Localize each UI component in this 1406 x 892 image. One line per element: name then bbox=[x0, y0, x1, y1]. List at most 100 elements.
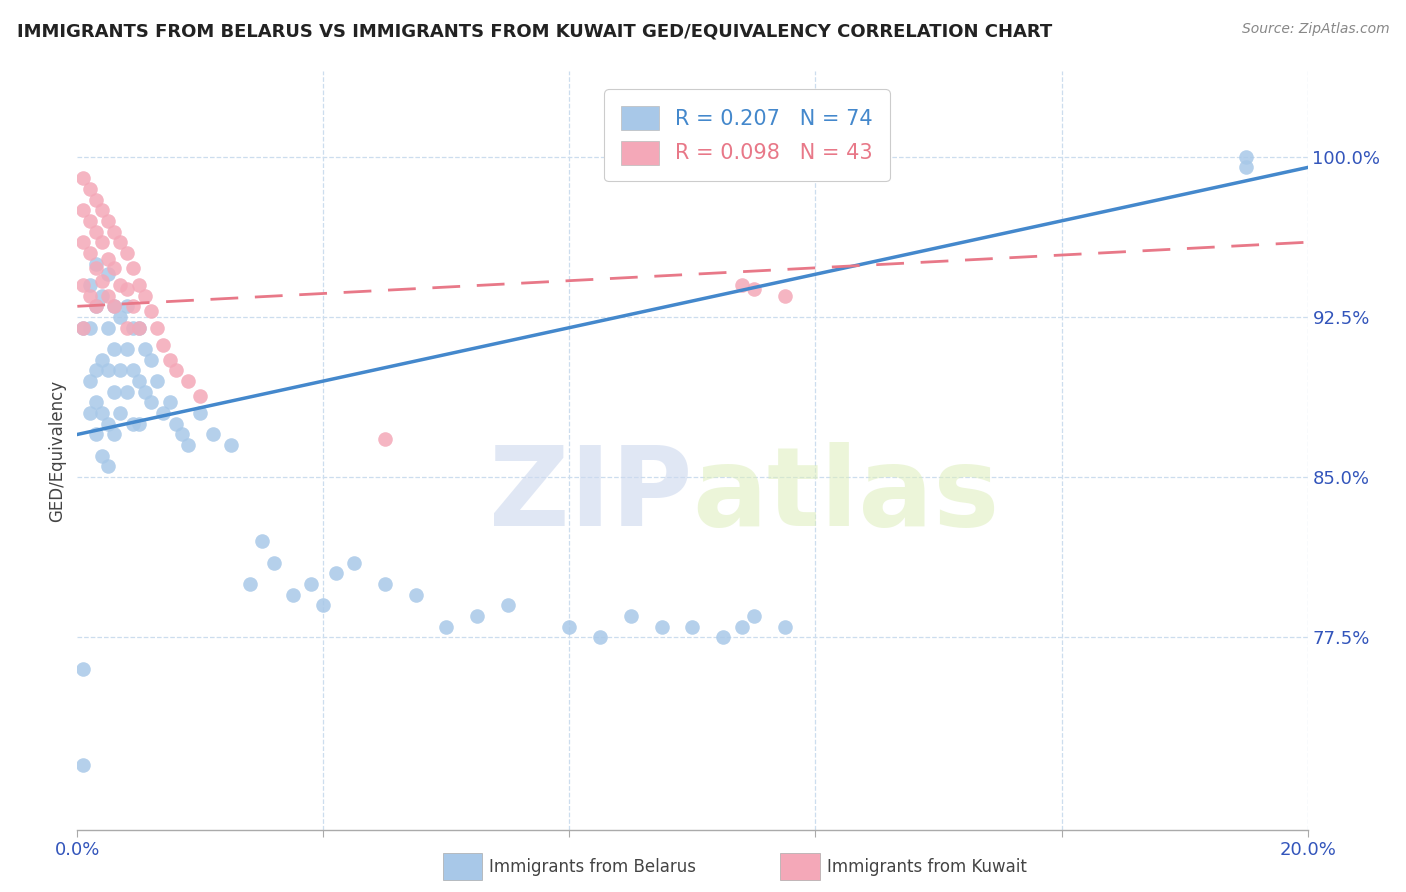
Point bbox=[103, 260, 125, 275]
Point bbox=[90, 288, 114, 302]
Point bbox=[72, 277, 94, 292]
Point bbox=[465, 609, 488, 624]
Point bbox=[558, 620, 581, 634]
Point bbox=[134, 288, 156, 302]
Point bbox=[1234, 150, 1257, 164]
Y-axis label: GED/Equivalency: GED/Equivalency bbox=[48, 379, 66, 522]
Point bbox=[90, 449, 114, 463]
Point bbox=[115, 282, 138, 296]
Point bbox=[165, 363, 187, 377]
Point bbox=[72, 320, 94, 334]
Point bbox=[97, 252, 120, 267]
Point bbox=[115, 246, 138, 260]
Point bbox=[250, 534, 273, 549]
Point bbox=[239, 577, 262, 591]
Point bbox=[97, 267, 120, 281]
Point bbox=[219, 438, 242, 452]
Point bbox=[742, 609, 765, 624]
Point bbox=[152, 406, 174, 420]
Point bbox=[79, 182, 101, 196]
Text: Source: ZipAtlas.com: Source: ZipAtlas.com bbox=[1241, 22, 1389, 37]
Point bbox=[79, 288, 101, 302]
Point bbox=[79, 214, 101, 228]
Point bbox=[90, 406, 114, 420]
Point bbox=[103, 342, 125, 356]
Point bbox=[110, 406, 132, 420]
Point bbox=[121, 260, 143, 275]
Point bbox=[115, 384, 138, 399]
Point bbox=[84, 299, 107, 313]
Point bbox=[84, 193, 107, 207]
Point bbox=[79, 406, 101, 420]
Point bbox=[72, 171, 94, 186]
Point bbox=[79, 374, 101, 388]
Point bbox=[103, 427, 125, 442]
Point bbox=[103, 225, 125, 239]
Point bbox=[405, 588, 427, 602]
Point bbox=[84, 225, 107, 239]
Point bbox=[121, 417, 143, 431]
Point bbox=[72, 662, 94, 676]
Point bbox=[72, 203, 94, 218]
Point bbox=[773, 620, 796, 634]
Point bbox=[263, 556, 285, 570]
Text: Immigrants from Belarus: Immigrants from Belarus bbox=[489, 858, 696, 876]
Point bbox=[110, 235, 132, 250]
Point bbox=[141, 395, 163, 409]
Point bbox=[651, 620, 673, 634]
Point bbox=[146, 374, 169, 388]
Point bbox=[742, 282, 765, 296]
Point bbox=[79, 277, 101, 292]
Point bbox=[134, 342, 156, 356]
Point bbox=[84, 256, 107, 270]
Point bbox=[84, 260, 107, 275]
Point bbox=[84, 427, 107, 442]
Point bbox=[682, 620, 704, 634]
Point bbox=[128, 417, 150, 431]
Point bbox=[90, 235, 114, 250]
Point bbox=[121, 320, 143, 334]
Point bbox=[128, 320, 150, 334]
Text: ZIP: ZIP bbox=[489, 442, 693, 549]
Point bbox=[103, 384, 125, 399]
Point bbox=[299, 577, 322, 591]
Point bbox=[496, 599, 519, 613]
Point bbox=[110, 310, 132, 324]
Point bbox=[121, 363, 143, 377]
Point bbox=[312, 599, 335, 613]
Point bbox=[141, 303, 163, 318]
Point bbox=[1234, 161, 1257, 175]
Point bbox=[79, 246, 101, 260]
Point bbox=[177, 374, 200, 388]
Point bbox=[103, 299, 125, 313]
Point bbox=[90, 352, 114, 367]
Text: atlas: atlas bbox=[693, 442, 1000, 549]
Text: Immigrants from Kuwait: Immigrants from Kuwait bbox=[827, 858, 1026, 876]
Point bbox=[97, 459, 120, 474]
Point bbox=[201, 427, 224, 442]
Point bbox=[711, 631, 734, 645]
Point bbox=[115, 342, 138, 356]
Point bbox=[159, 352, 181, 367]
Point bbox=[731, 620, 754, 634]
Point bbox=[115, 299, 138, 313]
Point bbox=[170, 427, 193, 442]
Legend: R = 0.207   N = 74, R = 0.098   N = 43: R = 0.207 N = 74, R = 0.098 N = 43 bbox=[605, 89, 890, 181]
Point bbox=[281, 588, 304, 602]
Point bbox=[115, 320, 138, 334]
Point bbox=[110, 363, 132, 377]
Point bbox=[97, 320, 120, 334]
Point bbox=[146, 320, 169, 334]
Point bbox=[374, 432, 396, 446]
Point bbox=[731, 277, 754, 292]
Point bbox=[128, 374, 150, 388]
Point bbox=[72, 235, 94, 250]
Point bbox=[84, 299, 107, 313]
Point bbox=[165, 417, 187, 431]
Point bbox=[188, 406, 212, 420]
Point bbox=[97, 288, 120, 302]
Point bbox=[159, 395, 181, 409]
Point bbox=[188, 389, 212, 403]
Point bbox=[103, 299, 125, 313]
Point bbox=[128, 320, 150, 334]
